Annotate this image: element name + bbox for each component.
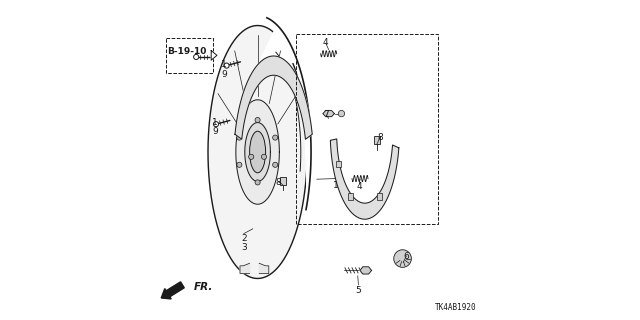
Text: 5: 5	[356, 286, 361, 295]
Polygon shape	[245, 123, 270, 181]
Circle shape	[214, 122, 219, 127]
Polygon shape	[235, 56, 312, 139]
Bar	[374, 136, 380, 144]
Text: 1: 1	[212, 118, 218, 127]
Circle shape	[262, 154, 267, 159]
Ellipse shape	[250, 131, 266, 173]
Polygon shape	[211, 51, 217, 60]
Polygon shape	[330, 139, 399, 219]
Circle shape	[255, 180, 260, 185]
Text: TK4AB1920: TK4AB1920	[435, 303, 477, 312]
Polygon shape	[323, 110, 334, 117]
Text: 8: 8	[378, 133, 383, 142]
Polygon shape	[360, 267, 371, 274]
Circle shape	[273, 135, 278, 140]
Text: 9: 9	[212, 127, 218, 136]
Bar	[296, 34, 438, 224]
Bar	[348, 193, 353, 200]
Polygon shape	[259, 263, 269, 273]
Text: 1: 1	[221, 60, 227, 69]
Polygon shape	[208, 26, 307, 278]
Circle shape	[248, 154, 253, 159]
Polygon shape	[259, 29, 308, 186]
Polygon shape	[236, 100, 280, 204]
Text: 8: 8	[276, 178, 281, 187]
Bar	[377, 193, 382, 200]
Bar	[166, 38, 212, 73]
Text: 2: 2	[241, 234, 246, 243]
Text: 1: 1	[333, 181, 338, 190]
Polygon shape	[240, 263, 250, 273]
Circle shape	[224, 63, 229, 68]
Bar	[335, 161, 340, 167]
Circle shape	[339, 110, 345, 117]
Circle shape	[237, 162, 242, 167]
Text: B-19-10: B-19-10	[168, 47, 207, 56]
Circle shape	[273, 162, 278, 167]
Circle shape	[237, 135, 242, 140]
Circle shape	[255, 117, 260, 123]
Text: 4: 4	[323, 38, 328, 47]
Text: 3: 3	[241, 243, 246, 252]
Bar	[280, 177, 287, 185]
FancyArrow shape	[161, 282, 184, 299]
Text: FR.: FR.	[193, 282, 213, 292]
Text: 4: 4	[356, 182, 362, 191]
Ellipse shape	[394, 250, 412, 268]
Text: 6: 6	[404, 252, 409, 261]
Text: 7: 7	[324, 110, 329, 119]
Text: 9: 9	[221, 70, 227, 79]
Circle shape	[193, 54, 198, 60]
